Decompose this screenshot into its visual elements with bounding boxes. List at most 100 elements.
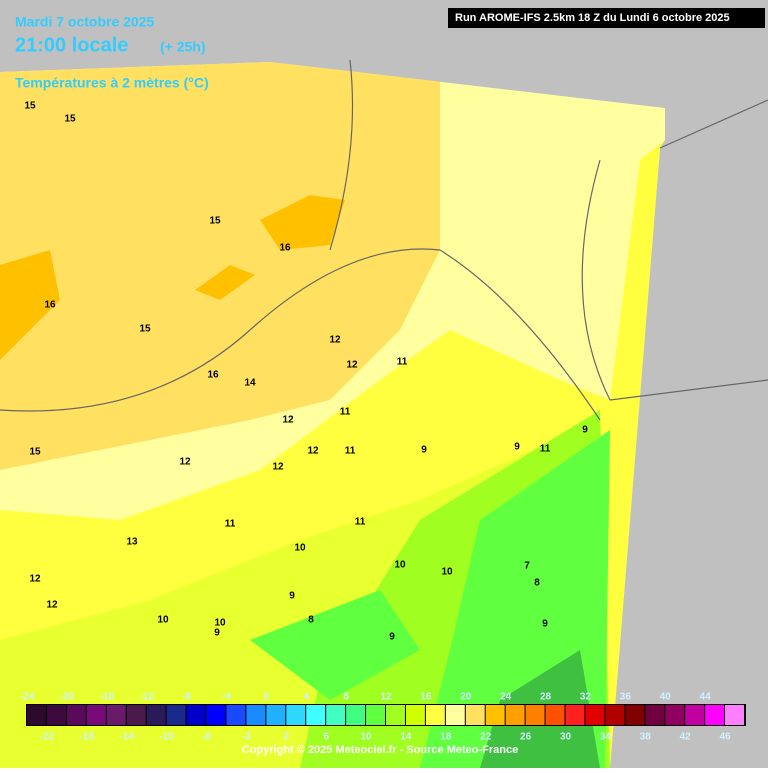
scale-label: 36: [620, 692, 632, 703]
run-info: Run AROME-IFS 2.5km 18 Z du Lundi 6 octo…: [455, 12, 730, 24]
scale-swatch: [166, 705, 186, 725]
scale-swatch: [66, 705, 86, 725]
contour-label: 15: [139, 324, 151, 335]
scale-swatch: [725, 705, 744, 725]
contour-label: 9: [582, 425, 588, 436]
scale-label: 40: [660, 692, 672, 703]
contour-label: 11: [225, 519, 236, 530]
contour-label: 16: [279, 243, 291, 254]
contour-label: 10: [294, 543, 306, 554]
contour-label: 10: [394, 560, 406, 571]
scale-swatch: [206, 705, 226, 725]
contour-label: 8: [534, 578, 540, 589]
contour-label: 12: [46, 600, 58, 611]
scale-label: -10: [159, 732, 174, 743]
contour-label: 9: [289, 591, 295, 602]
scale-swatch: [246, 705, 266, 725]
scale-label: 30: [560, 732, 572, 743]
scale-swatch: [86, 705, 106, 725]
scale-swatch: [386, 705, 405, 725]
scale-swatch: [286, 705, 306, 725]
scale-label: 12: [380, 692, 392, 703]
scale-label: -12: [139, 692, 154, 703]
scale-label: 32: [580, 692, 592, 703]
scale-swatch: [366, 705, 385, 725]
scale-swatch: [485, 705, 505, 725]
contour-label: 11: [345, 446, 356, 457]
scale-swatch: [405, 705, 425, 725]
scale-swatch: [645, 705, 665, 725]
scale-swatch: [445, 705, 465, 725]
contour-label: 10: [214, 618, 226, 629]
scale-swatch: [425, 705, 445, 725]
border: [0, 59, 768, 421]
scale-label: 18: [440, 732, 452, 743]
contour-label: 8: [308, 615, 314, 626]
contour-label: 12: [179, 457, 191, 468]
scale-label: 20: [460, 692, 472, 703]
scale-label: 16: [420, 692, 432, 703]
scale-label: -24: [20, 692, 35, 703]
contour-label: 11: [540, 444, 551, 455]
contour-label: 12: [329, 335, 341, 346]
contour-label: 10: [157, 615, 169, 626]
contour-label: 15: [29, 447, 41, 458]
copyright: Copyright © 2025 Meteociel.fr - Source M…: [242, 744, 518, 756]
contour-label: 12: [29, 574, 41, 585]
scale-label: 2: [283, 732, 289, 743]
contour-label: 9: [214, 628, 220, 639]
scale-swatch: [525, 705, 545, 725]
scale-swatch: [146, 705, 166, 725]
scale-label: -22: [40, 732, 55, 743]
scale-label: -8: [182, 692, 191, 703]
scale-label: 4: [303, 692, 309, 703]
scale-swatch: [465, 705, 485, 725]
contour-label: 7: [524, 561, 530, 572]
scale-label: 46: [719, 732, 731, 743]
contour-label: 16: [44, 300, 56, 311]
scale-swatch: [505, 705, 525, 725]
contour-label: 9: [514, 442, 520, 453]
scale-label: 10: [360, 732, 372, 743]
scale-swatch: [565, 705, 585, 725]
contour-label: 12: [346, 360, 358, 371]
contour-label: 9: [389, 632, 395, 643]
contour-label: 15: [24, 101, 36, 112]
contour-label: 16: [207, 370, 219, 381]
scale-label: -18: [80, 732, 95, 743]
scale-label: -2: [242, 732, 251, 743]
scale-label: -16: [100, 692, 115, 703]
contour-label: 13: [126, 537, 138, 548]
contour-label: 12: [272, 462, 284, 473]
contour-label: 11: [397, 357, 408, 368]
contour-label: 11: [355, 517, 366, 528]
contour-label: 15: [64, 114, 76, 125]
scale-label: -4: [222, 692, 231, 703]
scale-label: 42: [680, 732, 692, 743]
date: Mardi 7 octobre 2025: [15, 14, 154, 30]
scale-label: 6: [323, 732, 329, 743]
scale-swatch: [326, 705, 346, 725]
contour-label: 9: [542, 619, 548, 630]
scale-swatch: [106, 705, 126, 725]
contour-label: 11: [340, 407, 351, 418]
scale-label: 28: [540, 692, 552, 703]
scale-swatch: [665, 705, 685, 725]
scale-swatch: [625, 705, 645, 725]
scale-label: 44: [700, 692, 712, 703]
variable: Températures à 2 mètres (°C): [15, 75, 209, 91]
scale-label: 0: [264, 692, 270, 703]
run-box: [448, 8, 765, 28]
contour-label: 12: [282, 415, 294, 426]
contour-label: 12: [307, 446, 319, 457]
contour-label: 14: [244, 378, 256, 389]
scale-swatch: [126, 705, 146, 725]
scale-label: 22: [480, 732, 492, 743]
scale-swatch: [46, 705, 66, 725]
scale-label: -14: [119, 732, 134, 743]
offset: (+ 25h): [160, 39, 206, 55]
time: 21:00 locale: [15, 34, 128, 56]
scale-label: 38: [640, 732, 652, 743]
scale-label: -6: [202, 732, 211, 743]
